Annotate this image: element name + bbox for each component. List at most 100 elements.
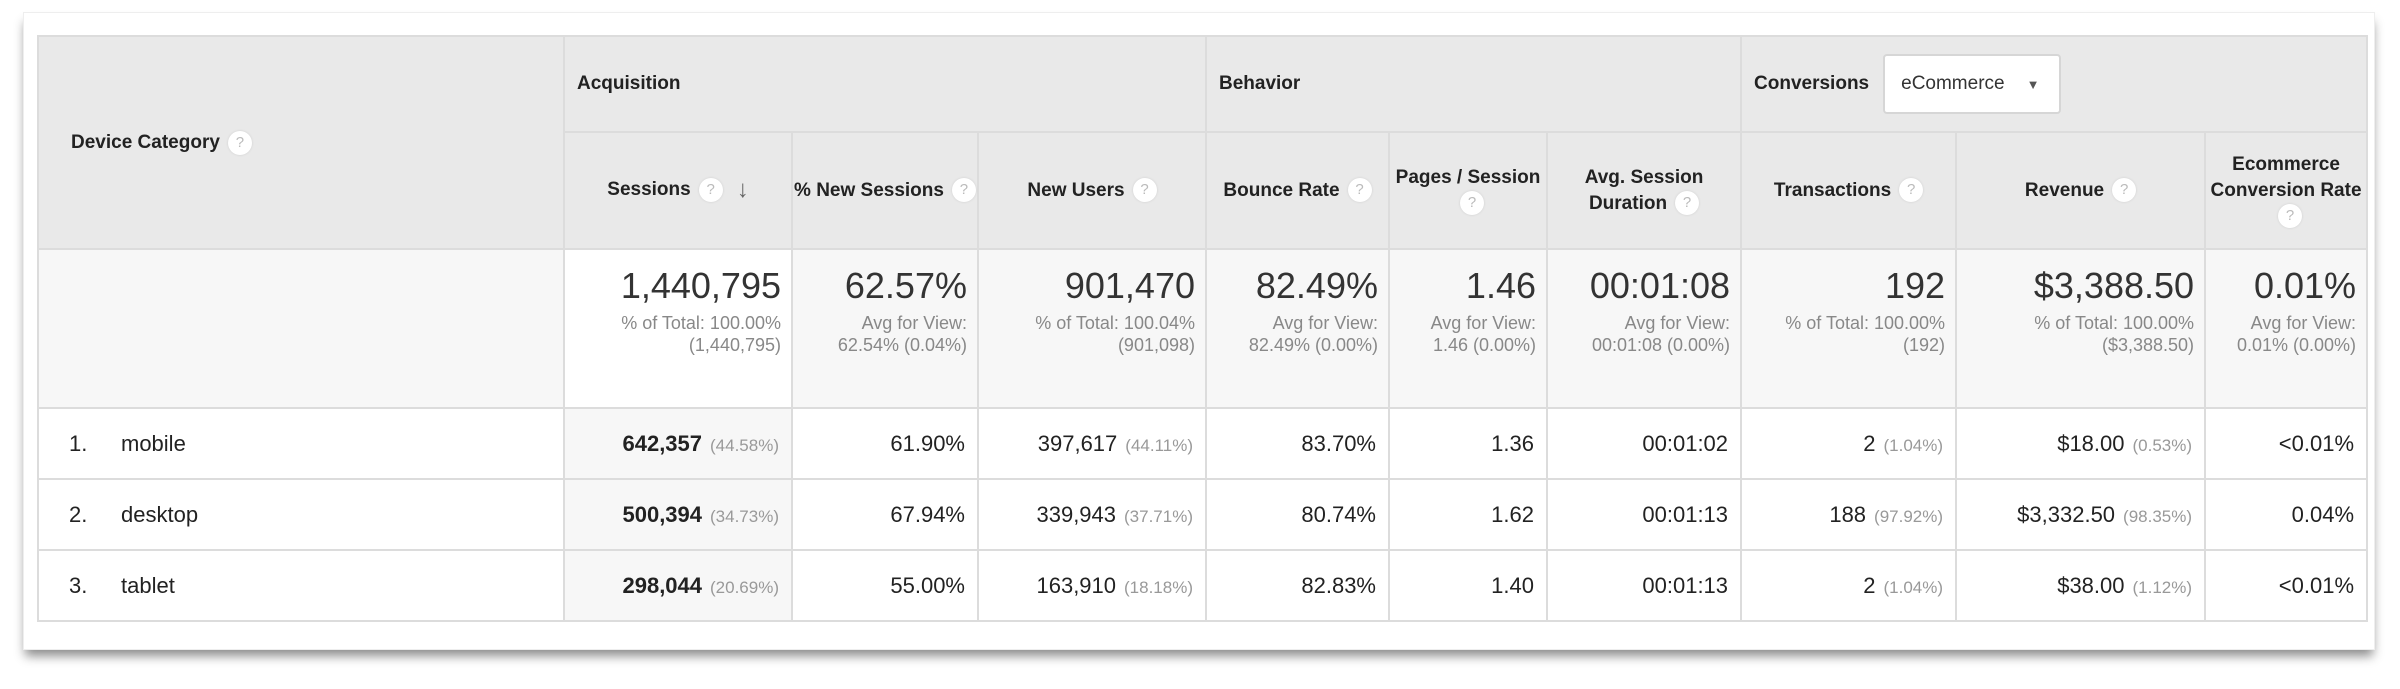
new-users-percent: (44.11%) [1125, 435, 1193, 455]
table-row: 1. mobile 642,357 (44.58%) 61.90% 397,617 (44.… [37, 407, 2369, 480]
total-cell: 901,470 % of Total: 100.04% (901,098) [977, 248, 1207, 409]
sessions-cell: 500,394 (34.73%) [563, 478, 793, 551]
revenue-percent: (98.35%) [2123, 506, 2193, 526]
new-users-value: 339,943 [1036, 501, 1117, 527]
total-comparison: % of Total: 100.04% (901,098) [1035, 313, 1195, 355]
conversion-rate-cell: 0.04% [2204, 478, 2369, 551]
sessions-percent: (34.73%) [710, 506, 779, 526]
help-icon[interactable]: ? [2278, 204, 2303, 229]
total-value: 192 [1884, 265, 1946, 306]
help-icon[interactable]: ? [1460, 191, 1484, 216]
total-comparison: Avg for View: 1.46 (0.00%) [1430, 313, 1536, 355]
total-cell: 1.46 Avg for View: 1.46 (0.00%) [1388, 248, 1548, 409]
conversions-group-header: Conversions eCommerce ▼ [1740, 35, 2369, 133]
device-link[interactable]: desktop [121, 501, 199, 527]
duration-cell: 00:01:02 [1545, 407, 1743, 480]
column-header-label: Revenue [2024, 179, 2105, 201]
totals-row: 1,440,795 % of Total: 100.00% (1,440,795)… [37, 248, 2369, 409]
column-header-new-users[interactable]: New Users? [977, 131, 1207, 250]
total-value: 901,470 [1064, 265, 1195, 306]
device-cell: 3. tablet [37, 549, 565, 622]
transactions-cell: 2 (1.04%) [1740, 407, 1958, 480]
new-sessions-cell: 67.94% [791, 478, 979, 551]
total-comparison: % of Total: 100.00% (192) [1785, 313, 1946, 355]
help-icon[interactable]: ? [1132, 178, 1157, 203]
total-cell: 1,440,795 % of Total: 100.00% (1,440,795) [563, 248, 793, 409]
new-sessions-cell: 55.00% [791, 549, 979, 622]
new-users-cell: 163,910 (18.18%) [977, 549, 1207, 622]
column-header-ecommerce-conversion-rate[interactable]: Ecommerce Conversion Rate? [2204, 131, 2369, 250]
total-cell: 82.49% Avg for View: 82.49% (0.00%) [1205, 248, 1390, 409]
revenue-cell: $18.00 (0.53%) [1955, 407, 2207, 480]
new-users-percent: (37.71%) [1124, 506, 1193, 526]
column-header-revenue[interactable]: Revenue? [1955, 131, 2207, 250]
revenue-value: $18.00 [2057, 430, 2125, 456]
pages-session-cell: 1.36 [1388, 407, 1548, 480]
revenue-value: $3,332.50 [2017, 501, 2116, 527]
conversion-rate-cell: <0.01% [2204, 549, 2369, 622]
transactions-percent: (1.04%) [1883, 577, 1944, 597]
sessions-cell: 642,357 (44.58%) [563, 407, 793, 480]
table-row: 2. desktop 500,394 (34.73%) 67.94% 339,943 (37… [37, 478, 2369, 551]
column-header-bounce-rate[interactable]: Bounce Rate? [1205, 131, 1390, 250]
column-header-label: Transactions [1773, 179, 1892, 201]
total-cell: $3,388.50 % of Total: 100.00% ($3,388.50) [1955, 248, 2207, 409]
transactions-percent: (1.04%) [1883, 435, 1944, 455]
column-header-label: Sessions [607, 179, 691, 201]
device-link[interactable]: mobile [121, 430, 186, 456]
device-cell: 1. mobile [37, 407, 565, 480]
new-users-value: 397,617 [1037, 430, 1118, 456]
new-users-percent: (18.18%) [1124, 577, 1193, 597]
transactions-value: 188 [1829, 501, 1867, 527]
new-users-cell: 339,943 (37.71%) [977, 478, 1207, 551]
column-header-label: Pages / Session [1395, 166, 1541, 188]
sessions-percent: (44.58%) [710, 435, 779, 455]
help-icon[interactable]: ? [951, 178, 976, 203]
total-value: $3,388.50 [2033, 265, 2195, 306]
total-value: 82.49% [1255, 265, 1378, 306]
revenue-value: $38.00 [2057, 572, 2125, 598]
sessions-value: 500,394 [622, 501, 703, 527]
column-header-pages-session[interactable]: Pages / Session? [1388, 131, 1548, 250]
column-header-avg-session-duration[interactable]: Avg. Session Duration? [1545, 131, 1743, 250]
behavior-group-header: Behavior [1204, 35, 1743, 133]
duration-cell: 00:01:13 [1545, 478, 1743, 551]
dimension-header[interactable]: Device Category? [37, 35, 565, 250]
help-icon[interactable]: ? [1347, 178, 1372, 203]
new-sessions-cell: 61.90% [791, 407, 979, 480]
total-comparison: % of Total: 100.00% (1,440,795) [621, 313, 781, 355]
total-value: 62.57% [844, 265, 967, 306]
help-icon[interactable]: ? [1675, 191, 1700, 216]
help-icon[interactable]: ? [2112, 178, 2137, 203]
new-users-cell: 397,617 (44.11%) [977, 407, 1207, 480]
revenue-percent: (0.53%) [2132, 435, 2193, 455]
total-comparison: Avg for View: 82.49% (0.00%) [1248, 313, 1378, 355]
conversion-rate-cell: <0.01% [2204, 407, 2369, 480]
sessions-cell: 298,044 (20.69%) [563, 549, 793, 622]
sort-descending-icon[interactable]: ↓ [736, 176, 749, 204]
help-icon[interactable]: ? [1899, 178, 1924, 203]
column-header-transactions[interactable]: Transactions? [1740, 131, 1958, 250]
help-icon[interactable]: ? [698, 178, 723, 203]
transactions-cell: 2 (1.04%) [1740, 549, 1958, 622]
bounce-rate-cell: 83.70% [1205, 407, 1390, 480]
column-header-label: Ecommerce Conversion Rate [2210, 153, 2362, 201]
total-comparison: % of Total: 100.00% ($3,388.50) [2034, 313, 2195, 355]
row-index: 2. [69, 501, 88, 527]
bounce-rate-cell: 82.83% [1205, 549, 1390, 622]
revenue-cell: $38.00 (1.12%) [1955, 549, 2207, 622]
total-value: 1,440,795 [620, 265, 781, 306]
row-index: 1. [69, 430, 88, 456]
column-header-label: New Users [1027, 179, 1125, 201]
transactions-value: 2 [1863, 430, 1876, 456]
conversion-type-dropdown[interactable]: eCommerce ▼ [1883, 54, 2062, 114]
total-value: 1.46 [1465, 265, 1536, 306]
transactions-cell: 188 (97.92%) [1740, 478, 1958, 551]
revenue-cell: $3,332.50 (98.35%) [1955, 478, 2207, 551]
acquisition-group-header: Acquisition [563, 35, 1207, 133]
device-link[interactable]: tablet [121, 572, 175, 598]
help-icon[interactable]: ? [227, 130, 252, 155]
column-header-sessions[interactable]: Sessions? ↓ [563, 131, 793, 250]
column-header--new-sessions[interactable]: % New Sessions? [791, 131, 979, 250]
new-users-value: 163,910 [1036, 572, 1117, 598]
